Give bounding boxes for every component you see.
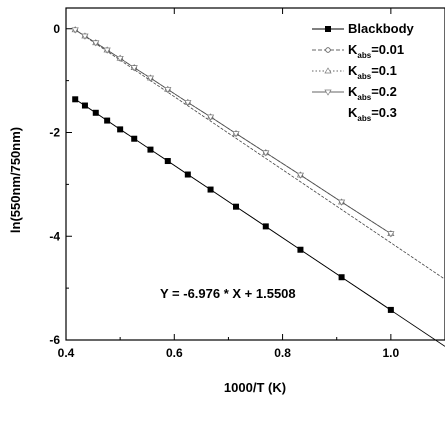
data-point-series-0 <box>147 147 153 153</box>
data-point-series-0 <box>82 103 88 109</box>
data-point-series-0 <box>339 274 345 280</box>
legend-label: Kabs=0.1 <box>348 63 397 81</box>
y-tick-label: 0 <box>53 22 60 36</box>
data-point-series-0 <box>233 204 239 210</box>
data-point-series-0 <box>117 126 123 132</box>
data-point-series-0 <box>165 158 171 164</box>
legend-label: Kabs=0.3 <box>348 105 397 123</box>
x-tick-label: 0.8 <box>274 346 291 360</box>
data-point-series-0 <box>208 187 214 193</box>
data-point-series-0 <box>185 172 191 178</box>
data-point-series-0 <box>131 136 137 142</box>
ticks: 0.4 0.6 0.8 1.0 0 -2 -4 -6 <box>49 8 445 360</box>
legend-marker <box>325 26 331 32</box>
x-tick-label: 0.4 <box>58 346 75 360</box>
data-point-series-0 <box>388 307 394 313</box>
legend-label: Kabs=0.01 <box>348 42 404 60</box>
data-point-series-0 <box>93 110 99 116</box>
fit-equation: Y = -6.976 * X + 1.5508 <box>160 286 296 301</box>
x-tick-label: 1.0 <box>383 346 400 360</box>
data-point-series-0 <box>72 96 78 102</box>
x-axis-title: 1000/T (K) <box>224 380 286 395</box>
legend-label: Kabs=0.2 <box>348 84 397 102</box>
y-axis-title: ln(550nm/750nm) <box>8 127 23 233</box>
legend-marker <box>326 48 331 53</box>
y-tick-label: -4 <box>49 229 60 243</box>
data-point-series-0 <box>104 118 110 124</box>
y-tick-label: -6 <box>49 333 60 347</box>
legend-label: Blackbody <box>348 21 415 36</box>
data-point-series-0 <box>297 247 303 253</box>
data-point-series-0 <box>263 223 269 229</box>
legend: Blackbody Kabs=0.01 Kabs=0.1 Kabs=0.2 Kabs=0… <box>312 21 415 123</box>
x-tick-label: 0.6 <box>166 346 183 360</box>
y-tick-label: -2 <box>49 126 60 140</box>
